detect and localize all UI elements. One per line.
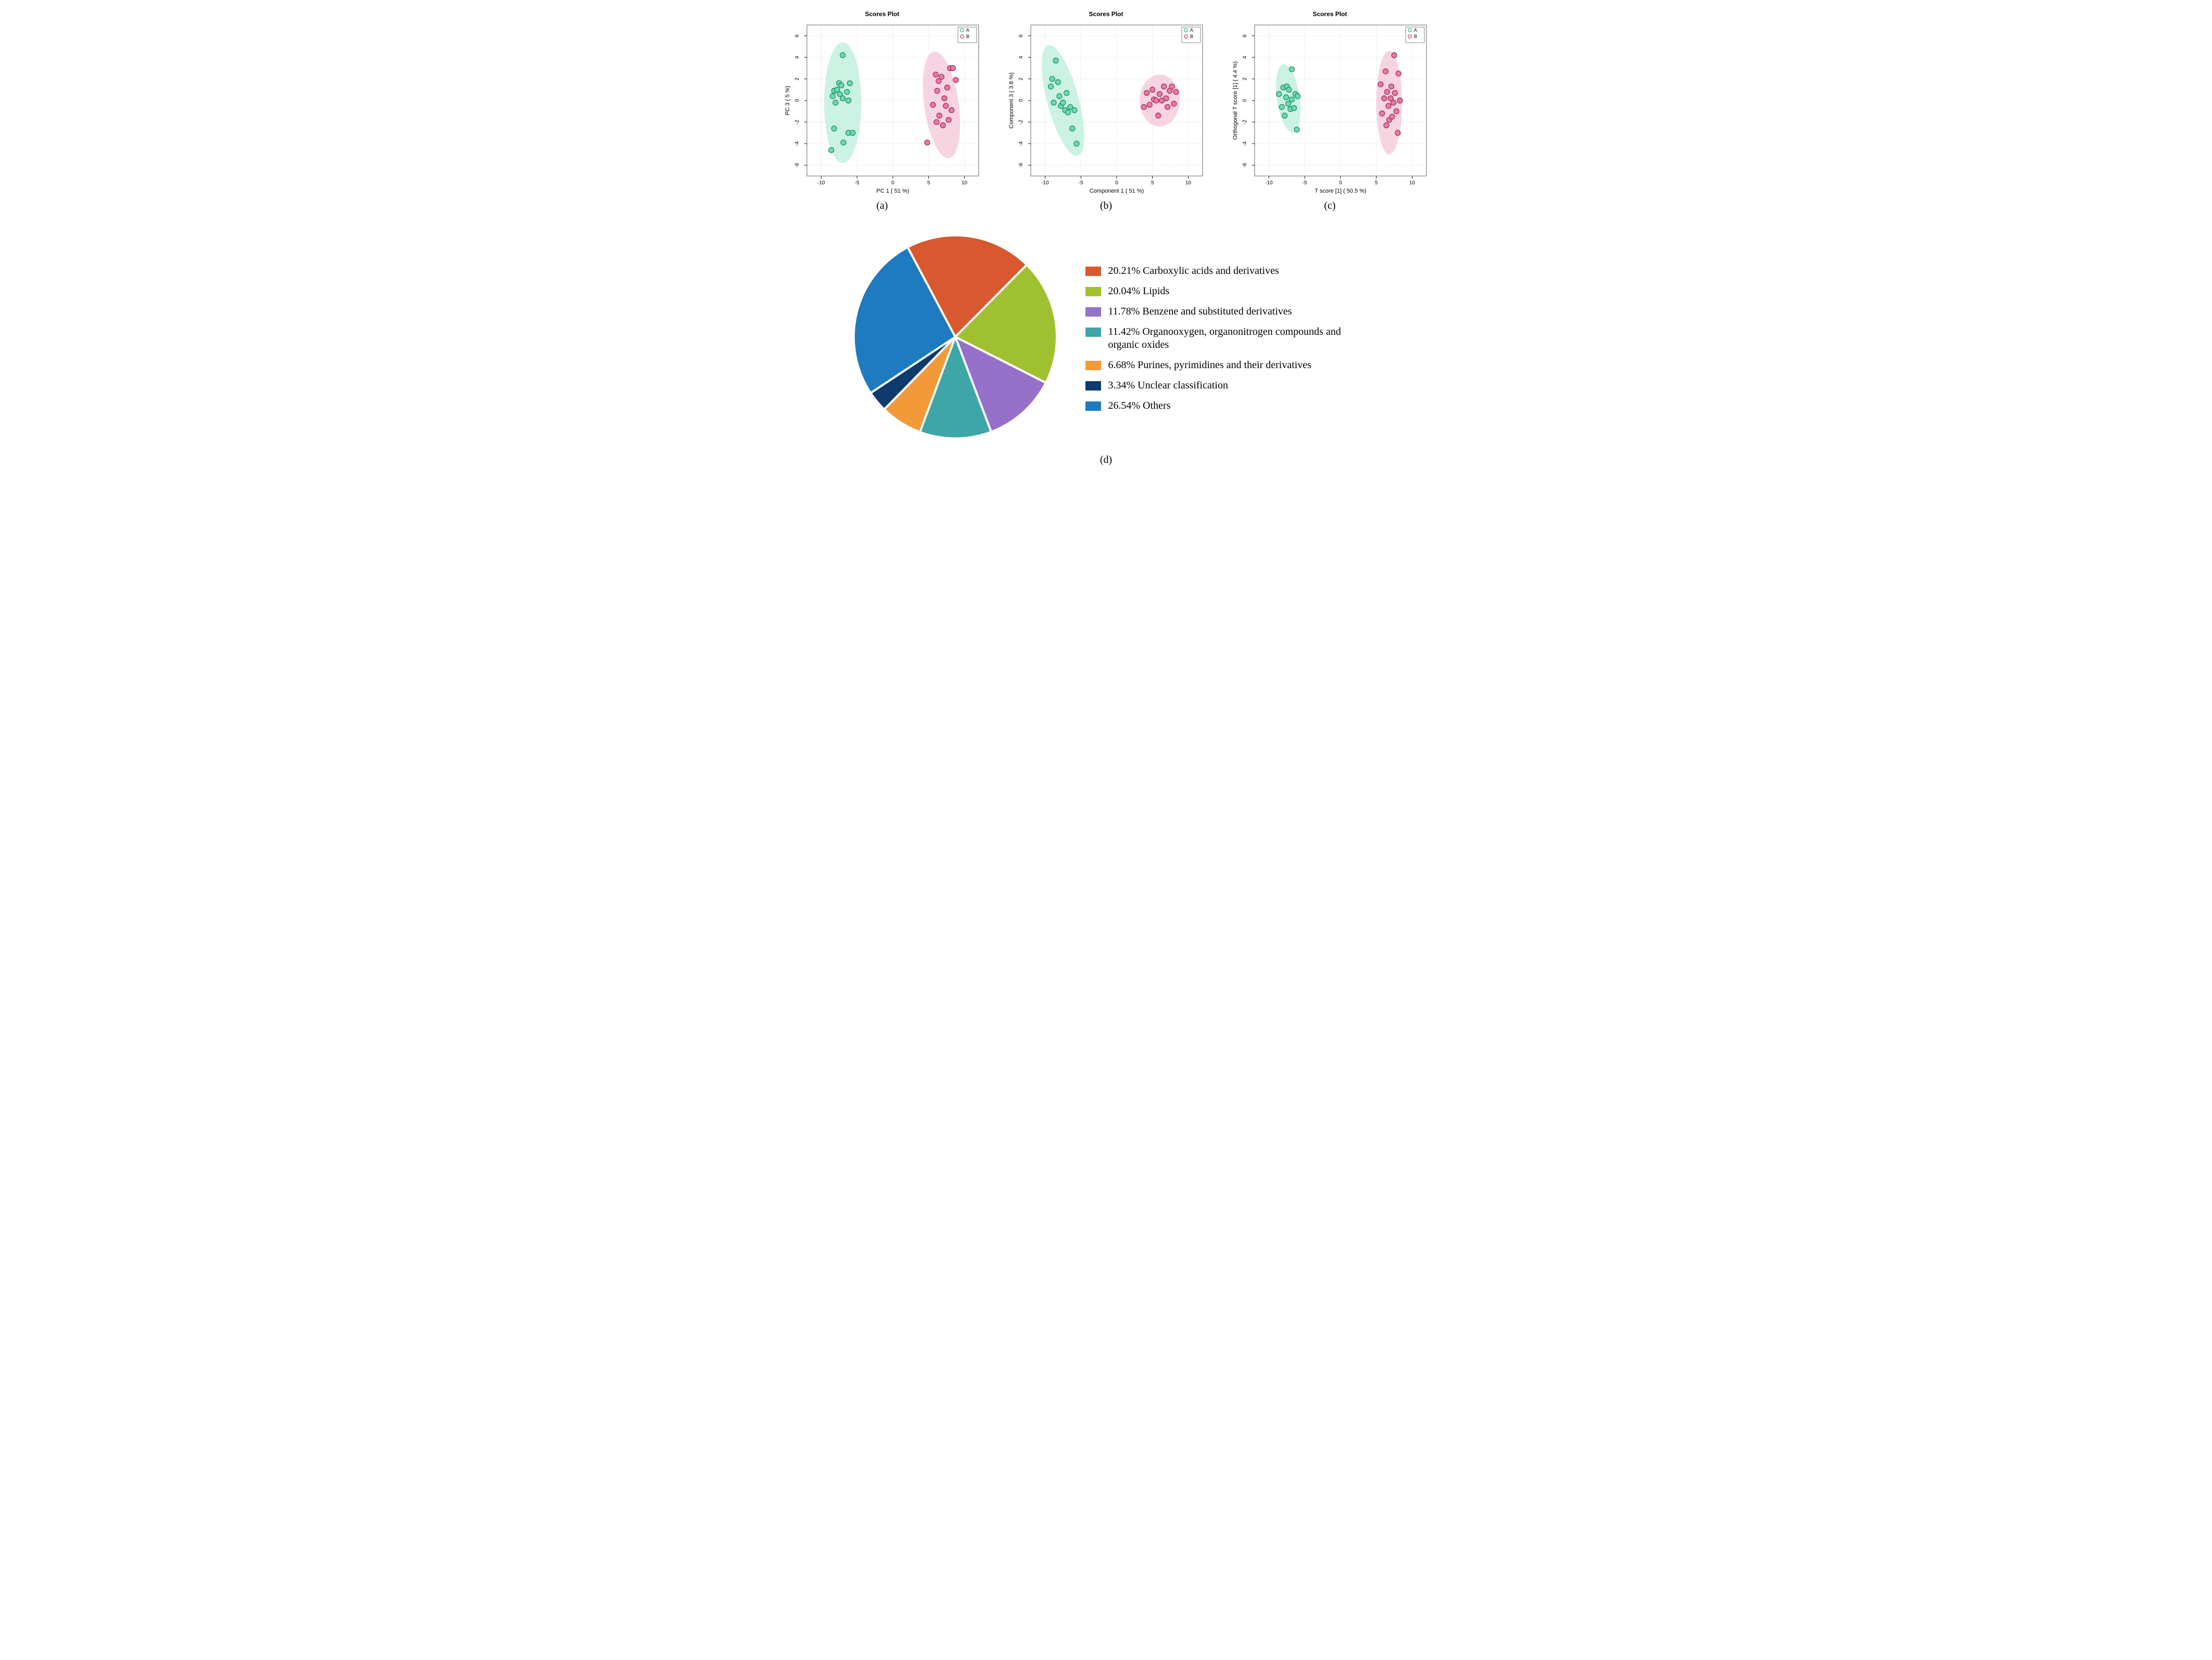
legend-text: 20.04% Lipids [1108,285,1170,298]
svg-text:A: A [1190,28,1193,33]
svg-text:Component 3 ( 3.8 %): Component 3 ( 3.8 %) [1008,72,1015,129]
svg-text:2: 2 [1242,77,1248,80]
pie-chart [846,228,1065,449]
legend-swatch [1085,361,1101,370]
svg-text:5: 5 [1151,180,1154,186]
svg-text:A: A [966,28,969,33]
svg-text:5: 5 [1374,180,1377,186]
legend-text: 20.21% Carboxylic acids and derivatives [1108,265,1279,278]
legend-item: 26.54% Others [1085,399,1367,412]
svg-text:-4: -4 [794,141,800,146]
pie-row: 20.21% Carboxylic acids and derivatives 2… [778,228,1434,449]
svg-text:2: 2 [794,77,800,80]
legend-item: 6.68% Purines, pyrimidines and their der… [1085,359,1367,372]
scatter-svg: -10 -5 0 5 10 -6 -4 -2 0 2 4 6 PC 1 ( 51 %) PC 3 ( 5 … [778,20,987,197]
subfig-label-d: (d) [778,454,1434,466]
svg-text:0: 0 [1018,99,1024,102]
svg-text:-4: -4 [1242,141,1248,146]
legend-text: 26.54% Others [1108,399,1171,412]
panel-a: Scores Plot -10 -5 0 5 10 -6 -4 -2 0 2 4 6 PC 1 ( 51 … [778,10,987,212]
svg-text:-6: -6 [794,162,800,167]
subfig-label: (c) [1324,200,1335,212]
svg-text:-5: -5 [1302,180,1307,186]
panel-title: Scores Plot [1089,10,1123,18]
svg-text:-6: -6 [1242,162,1248,167]
legend-text: 3.34% Unclear classification [1108,379,1228,392]
scatter-svg: -10 -5 0 5 10 -6 -4 -2 0 2 4 6 Component 1 ( 51 %) Co… [1002,20,1210,197]
svg-text:4: 4 [794,56,800,59]
legend-text: 6.68% Purines, pyrimidines and their der… [1108,359,1311,372]
legend-item: 3.34% Unclear classification [1085,379,1367,392]
svg-text:PC 1 ( 51 %): PC 1 ( 51 %) [876,188,909,194]
svg-text:-2: -2 [794,120,800,124]
svg-text:-5: -5 [1078,180,1083,186]
panel-c: Scores Plot -10 -5 0 5 10 -6 -4 -2 0 2 4 6 T score [1… [1226,10,1434,212]
legend-swatch [1085,267,1101,276]
svg-text:6: 6 [1242,34,1248,37]
svg-text:0: 0 [1115,180,1118,186]
svg-text:-2: -2 [1018,120,1024,124]
pie-svg [846,228,1065,446]
svg-text:-10: -10 [1041,180,1049,186]
subfig-label: (b) [1100,200,1112,212]
legend-item: 20.21% Carboxylic acids and derivatives [1085,265,1367,278]
svg-text:10: 10 [961,180,967,186]
svg-text:-6: -6 [1018,162,1024,167]
svg-text:Orthogonal T score [1] ( 4.4 %: Orthogonal T score [1] ( 4.4 %) [1232,61,1238,140]
svg-text:0: 0 [1339,180,1342,186]
legend-item: 11.78% Benzene and substituted derivativ… [1085,305,1367,318]
legend-swatch [1085,401,1101,411]
svg-text:-4: -4 [1018,141,1024,146]
svg-text:B: B [966,34,969,39]
svg-text:B: B [1414,34,1417,39]
panel-title: Scores Plot [865,10,899,18]
svg-text:A: A [1414,28,1417,33]
legend-item: 20.04% Lipids [1085,285,1367,298]
svg-text:0: 0 [891,180,894,186]
figure-root: Scores Plot -10 -5 0 5 10 -6 -4 -2 0 2 4 6 PC 1 ( 51 … [778,10,1434,466]
panel-title: Scores Plot [1312,10,1347,18]
scatter-row: Scores Plot -10 -5 0 5 10 -6 -4 -2 0 2 4 6 PC 1 ( 51 … [778,10,1434,212]
svg-text:T score [1] ( 50.5 %): T score [1] ( 50.5 %) [1314,188,1366,194]
svg-text:-10: -10 [1265,180,1273,186]
svg-text:4: 4 [1242,56,1248,59]
legend-swatch [1085,328,1101,337]
legend-item: 11.42% Organooxygen, organonitrogen comp… [1085,325,1367,351]
svg-text:-2: -2 [1242,120,1248,124]
legend-text: 11.78% Benzene and substituted derivativ… [1108,305,1292,318]
svg-text:4: 4 [1018,56,1024,59]
svg-text:6: 6 [1018,34,1024,37]
panel-b: Scores Plot -10 -5 0 5 10 -6 -4 -2 0 2 4 6 Component … [1002,10,1210,212]
legend-swatch [1085,381,1101,391]
scatter-svg: -10 -5 0 5 10 -6 -4 -2 0 2 4 6 T score [1] ( 50.5 %)… [1226,20,1434,197]
svg-text:-5: -5 [854,180,859,186]
legend-text: 11.42% Organooxygen, organonitrogen comp… [1108,325,1367,351]
svg-text:PC 3 ( 5 %): PC 3 ( 5 %) [785,86,791,116]
svg-text:0: 0 [1242,99,1248,102]
svg-text:0: 0 [794,99,800,102]
svg-text:5: 5 [927,180,930,186]
svg-text:6: 6 [794,34,800,37]
legend-swatch [1085,307,1101,317]
svg-text:10: 10 [1185,180,1191,186]
pie-legend: 20.21% Carboxylic acids and derivatives 2… [1085,265,1367,412]
svg-text:10: 10 [1409,180,1415,186]
svg-text:2: 2 [1018,77,1024,80]
svg-text:-10: -10 [817,180,825,186]
subfig-label: (a) [876,200,888,212]
legend-swatch [1085,287,1101,296]
svg-text:Component 1 ( 51 %): Component 1 ( 51 %) [1089,188,1144,194]
svg-text:B: B [1190,34,1193,39]
